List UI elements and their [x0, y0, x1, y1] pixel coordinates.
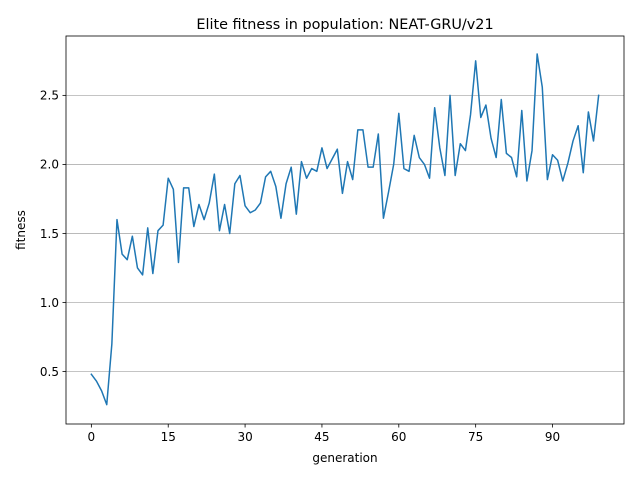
- y-grid-lines: [66, 94, 624, 372]
- x-axis-label: generation: [312, 451, 377, 465]
- x-axis-ticks: 0 15 30 45 60 75 90: [88, 424, 560, 444]
- y-tick-label: 0.5: [40, 365, 59, 379]
- x-tick-label: 90: [545, 430, 560, 444]
- series-layer: [90, 53, 600, 406]
- y-tick-label: 1.0: [40, 296, 59, 310]
- x-tick-label: 15: [161, 430, 176, 444]
- x-tick-label: 75: [468, 430, 483, 444]
- y-axis-label: fitness: [14, 210, 28, 250]
- y-axis-ticks: 0.5 1.0 1.5 2.0 2.5: [40, 89, 66, 379]
- x-tick-label: 30: [237, 430, 252, 444]
- y-tick-label: 2.0: [40, 158, 59, 172]
- fitness-series-line: [90, 53, 600, 406]
- x-tick-label: 45: [314, 430, 329, 444]
- x-tick-label: 60: [391, 430, 406, 444]
- plot-frame: [65, 35, 625, 425]
- y-tick-label: 2.5: [40, 89, 59, 103]
- chart-title: Elite fitness in population: NEAT-GRU/v2…: [196, 17, 493, 33]
- y-tick-label: 1.5: [40, 227, 59, 241]
- x-tick-label: 0: [88, 430, 96, 444]
